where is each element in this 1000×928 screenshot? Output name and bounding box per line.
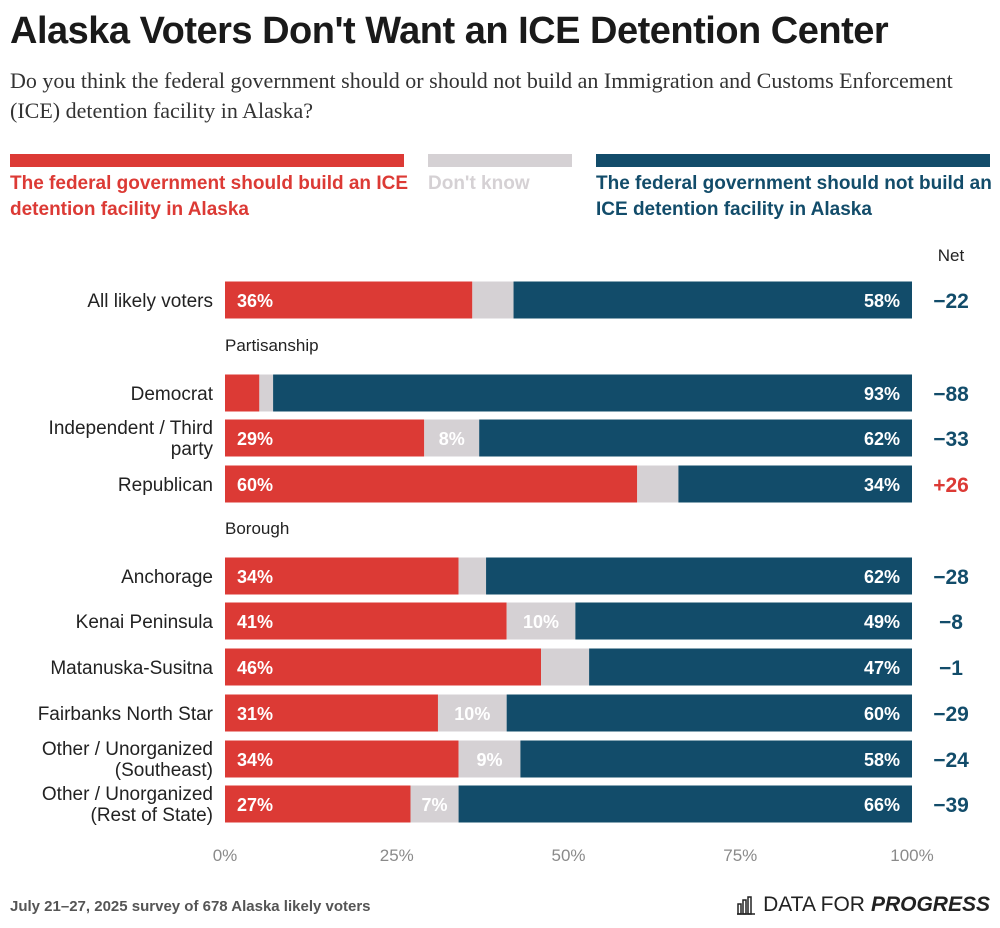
bar-chart-logo-icon (737, 896, 756, 915)
bar-not-build-independent-third-party (479, 419, 912, 457)
row-label-matanuska-susitna: Matanuska-Susitna (50, 658, 213, 679)
group-header-partisanship: Partisanship (225, 336, 319, 355)
value-label-not-build-matanuska-susitna: 47% (864, 658, 900, 678)
legend-swatch-dont-know (428, 154, 572, 167)
value-label-build-fairbanks-north-star: 31% (237, 704, 273, 724)
value-label-dont-know-kenai-peninsula: 10% (523, 612, 559, 632)
value-label-dont-know-independent-third-party: 8% (439, 429, 465, 449)
bar-build-other-unorganized-rest-of-state (225, 785, 411, 823)
value-label-not-build-other-unorganized-rest-of-state: 66% (864, 795, 900, 815)
net-value-kenai-peninsula: −8 (939, 611, 963, 634)
value-label-build-anchorage: 34% (237, 567, 273, 587)
row-label-republican: Republican (118, 475, 213, 496)
bar-build-all-likely-voters (225, 281, 473, 319)
value-label-dont-know-other-unorganized-southeast: 9% (476, 750, 502, 770)
bar-dont-know-democrat (259, 374, 274, 412)
bar-build-republican (225, 465, 638, 503)
stacked-bar-chart: Net Partisanship Borough All likely voters 3… (38, 246, 969, 865)
bar-not-build-matanuska-susitna (589, 648, 912, 686)
row-label-democrat: Democrat (131, 384, 214, 405)
value-label-build-independent-third-party: 29% (237, 429, 273, 449)
brand-text-bold: PROGRESS (870, 893, 990, 916)
value-label-not-build-kenai-peninsula: 49% (864, 612, 900, 632)
bar-not-build-other-unorganized-southeast (520, 740, 912, 778)
bar-not-build-democrat (273, 374, 913, 412)
row-label-other-unorganized-southeast: Other / Unorganized (Southeast) (42, 739, 213, 781)
row-label-other-unorganized-rest-of-state: Other / Unorganized (Rest of State) (42, 784, 213, 826)
value-label-not-build-other-unorganized-southeast: 58% (864, 750, 900, 770)
row-label-all-likely-voters: All likely voters (87, 291, 213, 312)
bar-not-build-other-unorganized-rest-of-state (458, 785, 912, 823)
row-label-fairbanks-north-star: Fairbanks North Star (38, 704, 214, 725)
legend-label-not-build: The federal government should not build … (596, 173, 992, 220)
value-label-not-build-republican: 34% (864, 475, 900, 495)
row-label-kenai-peninsula: Kenai Peninsula (76, 612, 214, 633)
bar-not-build-kenai-peninsula (575, 602, 912, 640)
net-value-other-unorganized-southeast: −24 (933, 749, 969, 772)
value-label-build-other-unorganized-southeast: 34% (237, 750, 273, 770)
bar-dont-know-all-likely-voters (472, 281, 514, 319)
bar-build-democrat (225, 374, 260, 412)
bar-dont-know-fairbanks-north-star (437, 694, 507, 732)
legend-swatch-not-build (596, 154, 990, 167)
bar-not-build-fairbanks-north-star (506, 694, 912, 732)
x-tick-50: 50% (551, 846, 585, 865)
chart-title: Alaska Voters Don't Want an ICE Detentio… (10, 10, 889, 52)
net-value-all-likely-voters: −22 (933, 290, 969, 313)
net-value-fairbanks-north-star: −29 (933, 703, 969, 726)
bar-dont-know-other-unorganized-rest-of-state (410, 785, 459, 823)
net-value-independent-third-party: −33 (933, 428, 969, 451)
value-label-not-build-fairbanks-north-star: 60% (864, 704, 900, 724)
bar-build-fairbanks-north-star (225, 694, 438, 732)
value-label-dont-know-other-unorganized-rest-of-state: 7% (422, 795, 448, 815)
value-label-build-republican: 60% (237, 475, 273, 495)
bar-dont-know-anchorage (458, 557, 487, 595)
value-label-build-all-likely-voters: 36% (237, 291, 273, 311)
row-label-independent-third-party: Independent / Third party (49, 418, 214, 460)
net-value-other-unorganized-rest-of-state: −39 (933, 794, 969, 817)
brand-logo: DATA FOR PROGRESS (737, 893, 990, 917)
bar-dont-know-independent-third-party (424, 419, 480, 457)
brand-text-regular: DATA FOR (763, 893, 865, 916)
value-label-not-build-all-likely-voters: 58% (864, 291, 900, 311)
value-label-not-build-independent-third-party: 62% (864, 429, 900, 449)
bar-dont-know-matanuska-susitna (541, 648, 590, 686)
net-value-anchorage: −28 (933, 566, 969, 589)
bar-dont-know-kenai-peninsula (506, 602, 576, 640)
value-label-not-build-democrat: 93% (864, 384, 900, 404)
bar-dont-know-other-unorganized-southeast (458, 740, 521, 778)
bar-dont-know-republican (637, 465, 679, 503)
bar-not-build-all-likely-voters (513, 281, 912, 319)
x-tick-100: 100% (890, 846, 933, 865)
bar-build-anchorage (225, 557, 459, 595)
legend-swatch-build (10, 154, 404, 167)
bar-not-build-republican (678, 465, 912, 503)
chart-subtitle: Do you think the federal government shou… (10, 68, 953, 123)
group-header-borough: Borough (225, 519, 289, 538)
bar-build-kenai-peninsula (225, 602, 507, 640)
value-label-build-kenai-peninsula: 41% (237, 612, 273, 632)
row-label-anchorage: Anchorage (121, 567, 213, 588)
x-tick-0: 0% (213, 846, 238, 865)
bar-not-build-anchorage (486, 557, 912, 595)
x-tick-25: 25% (380, 846, 414, 865)
net-value-matanuska-susitna: −1 (939, 657, 963, 680)
value-label-dont-know-fairbanks-north-star: 10% (454, 704, 490, 724)
net-value-democrat: −88 (933, 383, 969, 406)
legend-label-dont-know: Don't know (428, 173, 530, 194)
bar-build-other-unorganized-southeast (225, 740, 459, 778)
net-column-header: Net (938, 246, 965, 265)
legend-label-build: The federal government should build an I… (10, 173, 408, 220)
value-label-build-other-unorganized-rest-of-state: 27% (237, 795, 273, 815)
value-label-build-matanuska-susitna: 46% (237, 658, 273, 678)
bar-build-independent-third-party (225, 419, 425, 457)
net-value-republican: +26 (933, 474, 969, 497)
x-tick-75: 75% (723, 846, 757, 865)
value-label-not-build-anchorage: 62% (864, 567, 900, 587)
survey-note: July 21–27, 2025 survey of 678 Alaska li… (10, 898, 371, 915)
bar-build-matanuska-susitna (225, 648, 542, 686)
